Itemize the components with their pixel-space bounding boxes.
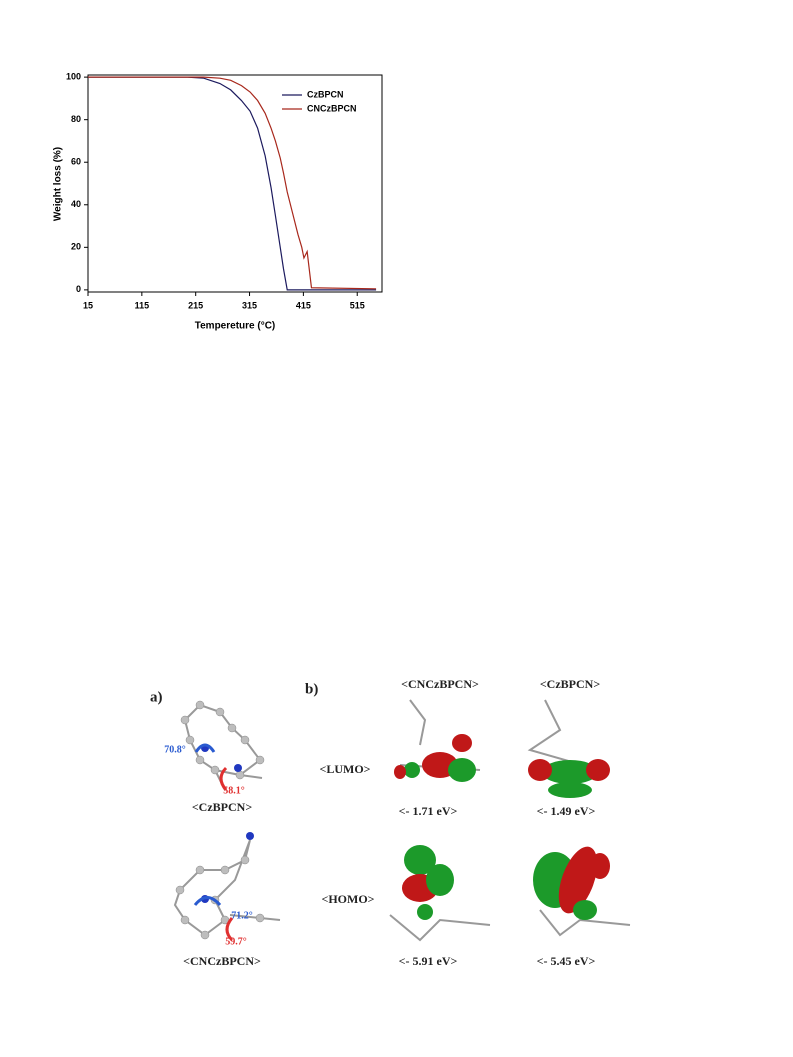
angle: 58.1°	[223, 785, 245, 796]
x-tick-label: 515	[350, 300, 365, 310]
y-tick-label: 0	[76, 284, 81, 294]
angle: 71.2°	[231, 910, 253, 921]
tga-chart: Tempereture (°C) Weight loss (%) 0 20 40 60…	[53, 72, 383, 332]
y-tick-label: 20	[71, 242, 81, 252]
orbitals	[389, 699, 631, 942]
x-tick-label: 215	[188, 300, 203, 310]
column-header: <CNCzBPCN>	[401, 677, 479, 691]
y-tick-label: 100	[66, 72, 81, 82]
series-line	[88, 76, 377, 290]
panel-label: b)	[305, 681, 318, 697]
y-tick-label: 80	[71, 114, 81, 124]
angle: 59.7°	[225, 936, 247, 947]
row-label: <LUMO>	[319, 762, 370, 776]
angle: 70.8°	[164, 744, 186, 755]
row-label: <HOMO>	[321, 892, 374, 906]
x-tick-label: 15	[83, 300, 93, 310]
molecule-a2	[173, 832, 281, 942]
energy: <- 5.45 eV>	[537, 954, 596, 968]
column-header: <CzBPCN>	[540, 677, 600, 691]
x-tick-label: 115	[135, 300, 150, 310]
y-tick-label: 40	[71, 199, 81, 209]
molecule-a1	[180, 700, 265, 791]
energy: <- 1.49 eV>	[537, 804, 596, 818]
molecule-name: <CzBPCN>	[192, 800, 252, 814]
legend-label: CzBPCN	[307, 89, 344, 99]
energy: <- 1.71 eV>	[399, 804, 458, 818]
series-line	[88, 76, 377, 291]
plot-frame	[87, 74, 383, 293]
legend-label: CNCzBPCN	[307, 103, 357, 113]
energy: <- 5.91 eV>	[399, 954, 458, 968]
molecule-name: <CNCzBPCN>	[183, 954, 261, 968]
panel-label: a)	[150, 689, 163, 705]
y-axis-label: Weight loss (%)	[53, 147, 64, 221]
y-tick-label: 60	[71, 157, 81, 167]
x-tick-label: 315	[242, 300, 257, 310]
x-axis-label: Tempereture (°C)	[195, 321, 276, 332]
x-tick-label: 415	[296, 300, 311, 310]
orbital-figure: a) b) <CNCzBPCN> <CzBPCN> <LUMO> <HOMO> …	[150, 677, 631, 968]
